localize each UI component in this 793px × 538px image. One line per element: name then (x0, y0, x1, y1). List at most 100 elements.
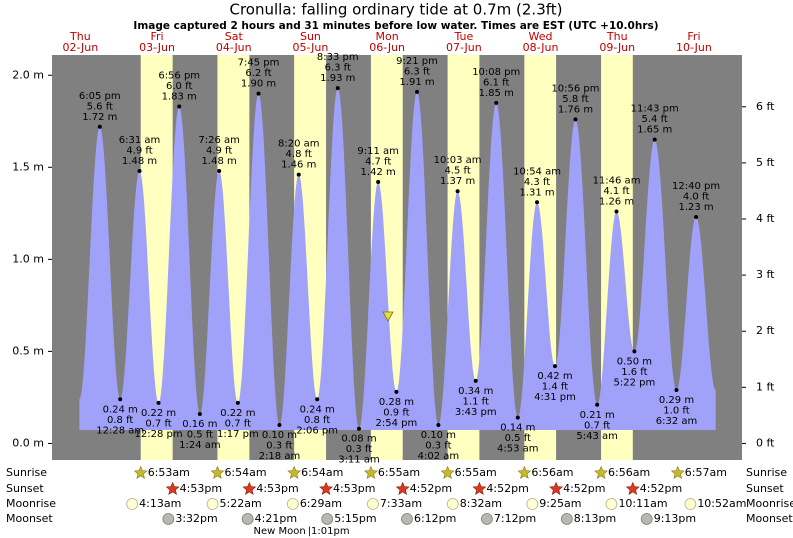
tide-point (552, 364, 557, 369)
moonset-time: 5:15pm (334, 512, 376, 525)
tide-label: 4:31 pm (534, 392, 576, 403)
tide-label: 1.90 m (241, 79, 276, 90)
day-weekday: Tue (453, 30, 473, 43)
tide-label: 6:32 am (656, 416, 698, 427)
sunrise-time: 6:53am (148, 466, 190, 479)
tide-label: 0.14 m (500, 423, 535, 434)
sunrise-icon (594, 465, 608, 479)
tide-label: 0.7 ft (584, 420, 610, 431)
y-tick-label: 0.5 m (12, 344, 44, 357)
tide-label: 0.50 m (617, 356, 652, 367)
tide-label: 5.8 ft (562, 94, 588, 105)
row-label: Sunrise (6, 466, 47, 479)
tide-label: 0.34 m (458, 386, 493, 397)
moonset-icon (162, 513, 175, 525)
tide-label: 0.8 ft (107, 415, 133, 426)
tide-point (614, 209, 619, 214)
chart-subtitle: Image captured 2 hours and 31 minutes be… (133, 20, 658, 32)
tide-label: 10:03 am (434, 155, 482, 166)
tide-point (197, 411, 202, 416)
tide-label: 1.42 m (361, 167, 396, 178)
tide-point (595, 402, 600, 407)
tide-point (415, 89, 420, 94)
tide-label: 5:22 pm (614, 377, 656, 388)
tide-label: 6.2 ft (245, 68, 271, 79)
tide-point (118, 397, 123, 402)
tide-point (394, 389, 399, 394)
y2-tick-label: 0 ft (756, 436, 775, 449)
sunrise-icon (287, 465, 302, 479)
tide-label: 0.3 ft (266, 441, 292, 452)
sunset-time: 4:52pm (640, 482, 682, 495)
tide-label: 5.6 ft (87, 101, 113, 112)
tide-point (494, 100, 499, 105)
moonrise-icon (367, 498, 379, 510)
tide-label: 0.5 ft (505, 433, 531, 444)
moonrise-time: 10:52am (697, 497, 746, 510)
tide-point (473, 378, 478, 383)
tide-label: 1.6 ft (621, 367, 647, 378)
day-date: 06-Jun (369, 41, 405, 54)
tide-label: 4.5 ft (444, 166, 470, 177)
tide-label: 0.9 ft (383, 407, 409, 418)
tide-point (652, 137, 657, 142)
sunrise-time: 6:54am (224, 466, 266, 479)
tide-label: 0.16 m (182, 419, 217, 430)
tide-label: 0.7 ft (145, 418, 171, 429)
day-weekday: Wed (529, 30, 553, 43)
tide-label: 4.1 ft (603, 186, 629, 197)
moonset-time: 9:13pm (654, 512, 696, 525)
moonrise-time: 4:13am (139, 497, 181, 510)
tide-label: 4.8 ft (286, 149, 312, 160)
tide-label: 8:20 am (278, 139, 320, 150)
tide-label: 12:28 am (96, 425, 144, 436)
sunrise-time: 6:56am (608, 466, 650, 479)
tide-label: 12:28 pm (134, 429, 182, 440)
day-date: 09-Jun (599, 41, 635, 54)
tide-label: 6.3 ft (404, 66, 430, 77)
tide-point (632, 349, 637, 354)
y2-tick-label: 5 ft (756, 156, 775, 169)
moon-phase-time: |1:01pm (308, 526, 350, 537)
moonrise-time: 10:11am (618, 497, 667, 510)
moonrise-icon (605, 498, 618, 510)
moonrise-time: 8:32am (460, 497, 502, 510)
tide-label: 9:21 pm (396, 56, 438, 67)
tide-point (97, 124, 102, 129)
chart-title: Cronulla: falling ordinary tide at 0.7m … (229, 1, 562, 19)
day-date: 08-Jun (523, 41, 559, 54)
sunrise-icon (670, 465, 685, 479)
sunset-icon (472, 481, 487, 495)
row-label: Moonset (746, 512, 793, 525)
tide-label: 1.85 m (479, 88, 514, 99)
y-tick-label: 1.5 m (12, 160, 44, 173)
tide-label: 11:43 pm (631, 104, 679, 115)
moon-phase-label: New Moon (253, 526, 305, 537)
row-label: Moonrise (746, 497, 793, 510)
moonset-icon (560, 513, 573, 525)
tide-label: 1.26 m (599, 196, 634, 207)
moonset-time: 3:32pm (175, 512, 217, 525)
moonrise-time: 9:25am (539, 497, 581, 510)
day-weekday: Thu (606, 30, 628, 43)
y2-tick-label: 4 ft (756, 212, 775, 225)
tide-label: 0.8 ft (304, 415, 330, 426)
tide-label: 0.28 m (379, 397, 414, 408)
day-date: 07-Jun (446, 41, 482, 54)
y-tick-label: 1.0 m (12, 252, 44, 265)
sunset-time: 4:53pm (256, 482, 298, 495)
tide-label: 4.0 ft (683, 192, 709, 203)
tide-point (455, 189, 460, 194)
tide-label: 2:06 pm (296, 425, 338, 436)
tide-point (177, 104, 182, 109)
tide-label: 1.37 m (440, 176, 475, 187)
tide-label: 1.91 m (399, 77, 434, 88)
y2-tick-label: 3 ft (756, 268, 775, 281)
tide-label: 0.10 m (262, 430, 297, 441)
y-tick-label: 2.0 m (12, 68, 44, 81)
tide-point (156, 400, 161, 405)
tide-label: 1.48 m (202, 156, 237, 167)
tide-point (376, 180, 381, 185)
moonset-time: 8:13pm (574, 512, 616, 525)
sunrise-time: 6:55am (378, 466, 420, 479)
